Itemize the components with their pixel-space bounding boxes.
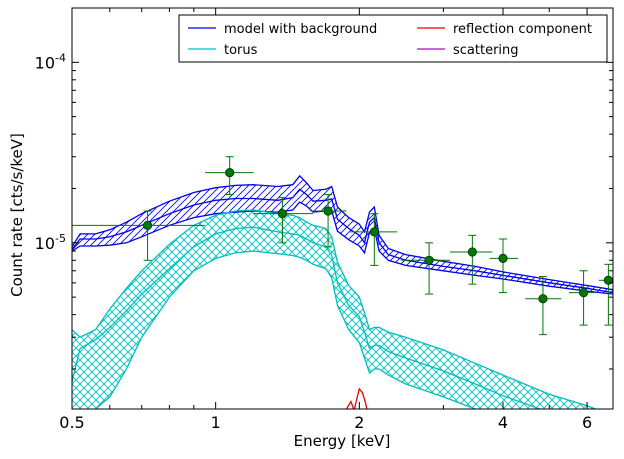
y-axis-label: Count rate [cts/s/keV] [8, 133, 26, 297]
data-point [598, 263, 613, 326]
data-point [348, 213, 398, 266]
data-marker [323, 206, 333, 216]
data-point [450, 234, 493, 285]
y-tick-label: 10-5 [35, 232, 66, 253]
torus-upper-line [72, 209, 598, 409]
data-point [205, 156, 254, 196]
x-tick-label: 2 [354, 413, 364, 432]
data-marker [538, 294, 548, 304]
y-tick-label: 10-4 [35, 51, 66, 72]
data-point [569, 270, 596, 326]
plot-frame [71, 7, 614, 410]
data-marker [578, 287, 589, 298]
data-marker [369, 227, 379, 237]
data-marker [498, 253, 508, 263]
data-point [489, 238, 519, 294]
legend-label-torus: torus [224, 43, 258, 58]
data-point [310, 194, 347, 248]
uncertainty-bands [72, 175, 613, 409]
data-marker [277, 209, 288, 219]
legend: model with background reflection compone… [178, 14, 608, 63]
legend-label-model: model with background [224, 22, 377, 37]
x-tick-label: 4 [498, 413, 508, 432]
torus-band [72, 210, 596, 409]
x-tick-label: 6 [582, 413, 592, 432]
y-tick-base: 10 [35, 234, 55, 253]
torus-lower-line [93, 250, 478, 409]
legend-label-scattering: scattering [453, 43, 519, 58]
data-marker [225, 167, 235, 178]
axis-ticks: 0.5 1 2 4 610-510-4 [35, 8, 613, 432]
reflection-component-line [345, 387, 368, 409]
data-marker [424, 255, 434, 265]
y-tick-base: 10 [35, 53, 55, 72]
data-point [401, 242, 451, 295]
data-marker [142, 220, 153, 230]
legend-label-reflection: reflection component [453, 22, 592, 37]
x-tick-label: 1 [211, 413, 221, 432]
data-point [72, 210, 206, 261]
data-marker [467, 247, 477, 257]
x-tick-label: 0.5 [59, 413, 84, 432]
data-point [253, 197, 314, 244]
legend-box [178, 14, 608, 63]
y-tick-exponent: -4 [55, 51, 66, 64]
data-point [525, 276, 562, 336]
x-axis-label: Energy [keV] [294, 432, 391, 450]
y-tick-exponent: -5 [55, 232, 66, 245]
